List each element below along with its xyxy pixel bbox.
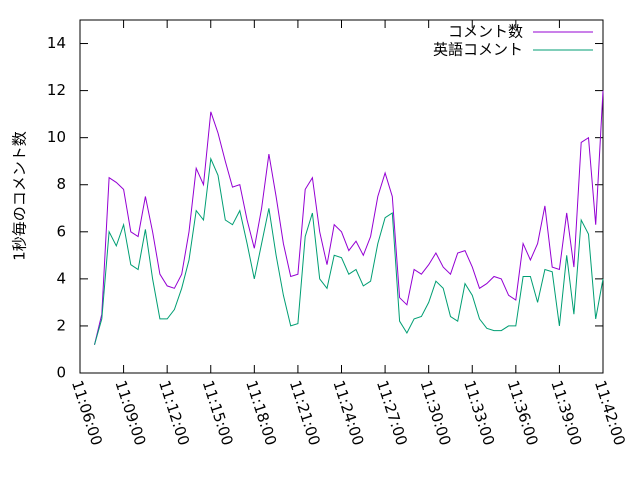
x-tick-label: 11:21:00	[286, 378, 324, 448]
y-tick-label: 6	[56, 222, 66, 240]
x-tick-label: 11:36:00	[504, 378, 542, 448]
series-line	[94, 156, 604, 345]
y-tick-label: 2	[56, 316, 66, 334]
y-tick-label: 14	[47, 34, 66, 52]
y-tick-label: 0	[56, 364, 66, 382]
x-tick-label: 11:27:00	[373, 378, 411, 448]
x-tick-label: 11:39:00	[547, 378, 585, 448]
y-axis-label: 1秒毎のコメント数	[11, 131, 29, 261]
x-tick-label: 11:42:00	[591, 378, 629, 448]
y-tick-label: 10	[47, 128, 66, 146]
legend-label: コメント数	[448, 23, 523, 41]
x-tick-label: 11:18:00	[242, 378, 280, 448]
x-tick-label: 11:15:00	[199, 378, 237, 448]
x-tick-label: 11:09:00	[111, 378, 149, 448]
y-tick-label: 8	[56, 175, 66, 193]
plot-frame	[79, 19, 604, 374]
y-tick-label: 4	[56, 269, 66, 287]
series-line	[94, 90, 604, 345]
x-tick-label: 11:33:00	[460, 378, 498, 448]
x-tick-label: 11:06:00	[68, 378, 106, 448]
x-tick-label: 11:24:00	[329, 378, 367, 448]
y-tick-label: 12	[47, 81, 66, 99]
x-tick-label: 11:30:00	[417, 378, 455, 448]
legend-label: 英語コメント	[433, 41, 523, 59]
x-tick-label: 11:12:00	[155, 378, 193, 448]
